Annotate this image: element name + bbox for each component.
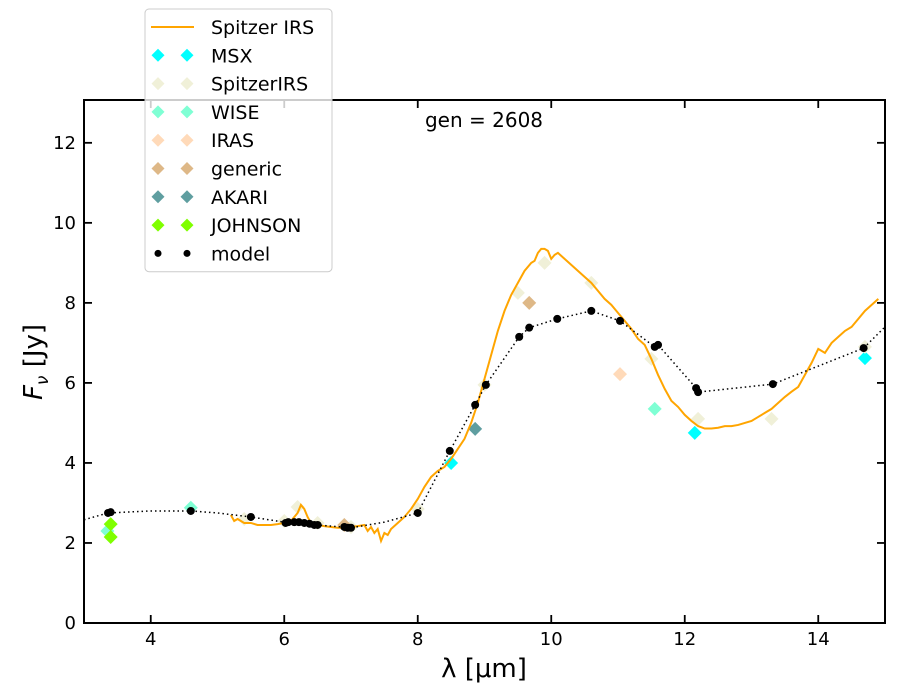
legend-label: model: [211, 243, 270, 265]
legend-diamond-marker: [180, 133, 194, 147]
legend-label: IRAS: [211, 130, 254, 152]
plot-area: [84, 247, 885, 545]
y-tick-label: 0: [65, 613, 76, 634]
legend-label: WISE: [211, 102, 259, 124]
photometry-point-johnson: [103, 517, 118, 532]
x-tick-label: 10: [540, 629, 563, 650]
legend-diamond-marker: [180, 105, 194, 119]
y-axis-label: Fν [Jy]: [19, 324, 53, 400]
photometry-point-wise: [647, 401, 662, 416]
y-tick-label: 10: [53, 213, 76, 234]
legend-diamond-marker: [151, 105, 165, 119]
legend-label: AKARI: [211, 187, 268, 209]
model-point: [471, 400, 480, 409]
model-point: [515, 332, 524, 341]
model-point: [859, 344, 868, 353]
x-tick-label: 8: [412, 629, 423, 650]
x-axis-label: λ [μm]: [441, 654, 527, 684]
y-tick-label: 8: [65, 293, 76, 314]
legend-label: Spitzer IRS: [211, 17, 314, 39]
photometry-point-akari: [468, 421, 483, 436]
y-tick-label: 2: [65, 533, 76, 554]
legend-diamond-marker: [180, 190, 194, 204]
legend-diamond-marker: [151, 77, 165, 91]
legend-dot-marker: [154, 249, 162, 257]
photometry-point-msx: [687, 425, 702, 440]
model-point: [106, 508, 115, 517]
legend-entry-spitzerirs: SpitzerIRS: [151, 74, 308, 96]
x-tick-label: 12: [673, 629, 696, 650]
y-tick-label: 6: [65, 373, 76, 394]
photometry-point-spitzerirs: [290, 499, 305, 514]
legend-entry-johnson: JOHNSON: [151, 215, 301, 237]
y-tick-label: 12: [53, 133, 76, 154]
model-point: [654, 340, 663, 349]
model-point: [525, 323, 534, 332]
model-point: [445, 446, 454, 455]
legend-entry-model: model: [154, 243, 270, 265]
legend-diamond-marker: [151, 133, 165, 147]
axes-frame: [83, 99, 886, 624]
legend-diamond-marker: [180, 77, 194, 91]
y-tick-label: 4: [65, 453, 76, 474]
legend-diamond-marker: [180, 162, 194, 175]
legend-box: [144, 8, 333, 273]
legend-diamond-marker: [180, 218, 194, 232]
model-dotted-line: [84, 310, 885, 529]
legend-entry-iras: IRAS: [151, 130, 254, 152]
model-point: [313, 520, 322, 529]
photometry-point-generic: [522, 295, 537, 310]
legend-label: SpitzerIRS: [211, 74, 308, 96]
spitzer-irs-spectrum-line: [229, 247, 879, 545]
legend-label: JOHNSON: [210, 215, 301, 237]
legend-entry-wise: WISE: [151, 102, 259, 124]
model-point: [587, 306, 596, 315]
model-point: [347, 523, 355, 532]
photometry-point-msx: [444, 455, 459, 470]
legend-label: generic: [211, 159, 282, 181]
photometry-point-johnson: [103, 529, 118, 544]
legend-diamond-marker: [180, 48, 194, 62]
model-point: [481, 380, 490, 389]
y-axis-label-unit: [Jy]: [19, 324, 49, 376]
model-point: [246, 512, 255, 521]
model-point: [284, 518, 293, 527]
photometry-point-msx: [857, 351, 872, 366]
photometry-point-spitzerirs: [537, 255, 552, 270]
model-point: [186, 506, 195, 515]
legend-diamond-marker: [151, 48, 165, 62]
model-point: [553, 314, 562, 323]
legend-label: MSX: [211, 45, 252, 67]
legend: Spitzer IRS MSX SpitzerIRS WISE IRAS generic A…: [144, 8, 333, 273]
model-point: [413, 508, 422, 517]
legend-dot-marker: [183, 249, 191, 257]
model-point: [694, 388, 703, 397]
generation-annotation: gen = 2608: [425, 108, 543, 132]
legend-entry-akari: AKARI: [151, 187, 268, 209]
legend-entry-generic: generic: [151, 159, 282, 181]
legend-entry-msx: MSX: [151, 45, 252, 67]
legend-diamond-marker: [151, 190, 165, 204]
x-tick-label: 6: [279, 629, 290, 650]
model-point: [768, 380, 777, 389]
y-axis-label-symbol: F: [19, 384, 49, 400]
x-tick-label: 4: [145, 629, 156, 650]
x-tick-label: 14: [807, 629, 830, 650]
legend-diamond-marker: [151, 162, 165, 175]
model-point: [616, 316, 625, 325]
y-axis-label-subscript: ν: [33, 375, 53, 385]
axis-ticks: 4 6 8 10 12 14 0 2 4 6 8 10 12: [53, 100, 885, 650]
photometry-point-spitzerirs: [764, 411, 779, 426]
photometry-point-iras: [613, 367, 628, 382]
legend-diamond-marker: [151, 218, 165, 232]
legend-entry-spitzer-irs: Spitzer IRS: [151, 17, 314, 39]
photometry-point-spitzerirs: [691, 411, 706, 426]
